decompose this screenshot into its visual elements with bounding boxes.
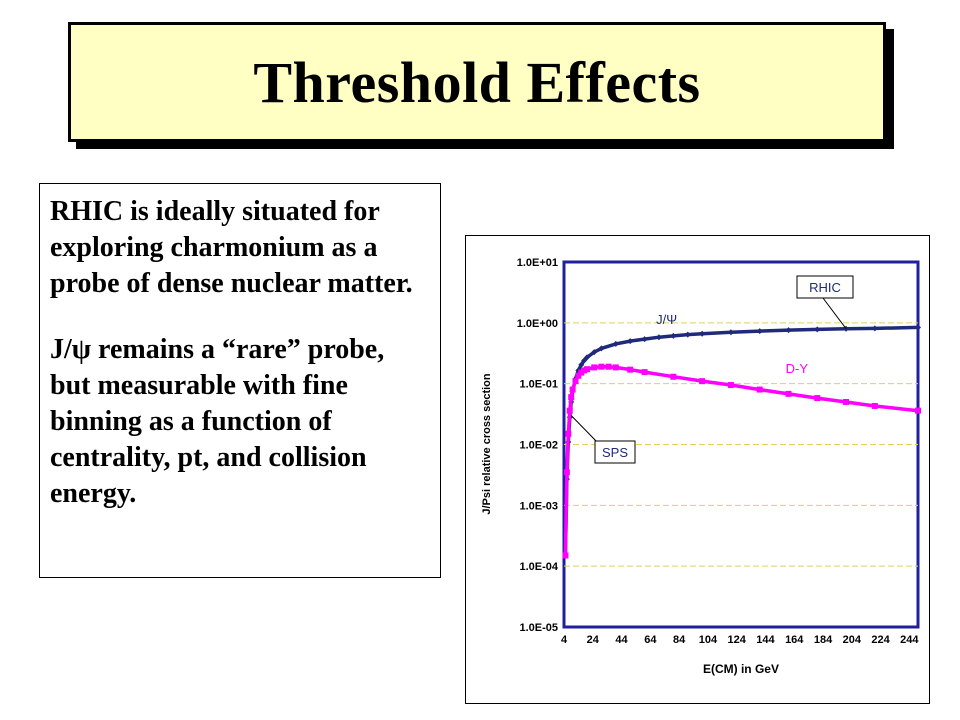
data-point-dy [572, 378, 579, 385]
data-point-dy [699, 378, 706, 385]
x-tick-label: 4 [561, 634, 568, 646]
data-point-dy [915, 407, 921, 414]
data-point-dy [627, 366, 634, 373]
y-tick-labels: 1.0E+01 1.0E+00 1.0E-01 1.0E-02 1.0E-03 1.0E-… [517, 257, 559, 634]
x-tick-label: 64 [644, 634, 657, 646]
data-point-dy [814, 395, 821, 402]
x-axis-label: E(CM) in GeV [703, 662, 779, 676]
data-point-dy [641, 369, 648, 376]
x-tick-label: 24 [587, 634, 600, 646]
x-tick-label: 184 [814, 634, 833, 646]
data-point-dy [598, 363, 605, 370]
callout-label: RHIC [809, 280, 841, 295]
x-tick-label: 164 [785, 634, 804, 646]
series-dy: D-Y [562, 361, 921, 559]
data-point-dy [843, 398, 850, 405]
callout-sps: SPS [570, 415, 636, 464]
data-point-jpsi [591, 349, 598, 356]
series-label-dy: D-Y [786, 361, 809, 376]
y-tick-label: 1.0E+01 [517, 257, 558, 269]
x-tick-label: 144 [756, 634, 775, 646]
data-point-jpsi [655, 334, 662, 341]
x-tick-label: 124 [728, 634, 747, 646]
data-point-dy [575, 372, 582, 379]
series-group: J/Ψ D-Y [562, 312, 921, 559]
data-point-jpsi [871, 325, 878, 332]
data-point-jpsi [727, 329, 734, 336]
y-tick-label: 1.0E+00 [517, 318, 558, 330]
y-tick-label: 1.0E-05 [519, 622, 558, 634]
y-tick-label: 1.0E-03 [519, 500, 558, 512]
paragraph-jpsi: J/ψ remains a “rare” probe, but measurab… [50, 334, 385, 509]
data-point-dy [785, 390, 792, 397]
data-point-dy [670, 373, 677, 380]
data-point-dy [871, 402, 878, 409]
x-tick-label: 104 [699, 634, 718, 646]
data-point-jpsi [581, 357, 588, 364]
chart-frame: 1.0E+01 1.0E+00 1.0E-01 1.0E-02 1.0E-03 1.0E-… [465, 235, 930, 704]
y-tick-label: 1.0E-01 [519, 379, 558, 391]
series-label-jpsi: J/Ψ [656, 312, 677, 327]
data-point-dy [591, 364, 598, 371]
data-point-jpsi [612, 340, 619, 347]
data-point-jpsi [785, 327, 792, 334]
x-tick-labels: 4 24 44 64 84 104 124 144 164 184 204 224 244 [561, 634, 919, 646]
annotations: RHIC SPS [570, 275, 854, 464]
data-point-dy [563, 469, 570, 476]
paragraph-rhic: RHIC is ideally situated for exploring c… [50, 196, 413, 299]
x-tick-label: 224 [871, 634, 890, 646]
callout-pointer [570, 415, 600, 445]
title-box: Threshold Effects [68, 22, 886, 142]
data-point-jpsi [578, 361, 585, 368]
data-point-jpsi [756, 328, 763, 335]
callout-rhic: RHIC [796, 275, 854, 330]
callout-box [594, 440, 636, 464]
data-point-dy [605, 363, 612, 370]
x-tick-label: 204 [843, 634, 862, 646]
callout-box [796, 275, 854, 299]
data-point-dy [562, 552, 569, 559]
data-point-dy [566, 407, 573, 414]
data-point-jpsi [584, 354, 591, 361]
callout-label: SPS [602, 445, 628, 460]
data-point-jpsi [814, 326, 821, 333]
x-tick-label: 244 [900, 634, 919, 646]
y-tick-label: 1.0E-04 [519, 561, 558, 573]
x-tick-label: 84 [673, 634, 686, 646]
data-point-jpsi [684, 331, 691, 338]
data-point-dy [756, 386, 763, 393]
data-point-dy [727, 382, 734, 389]
data-point-dy [612, 364, 619, 371]
x-tick-label: 44 [615, 634, 628, 646]
data-point-dy [569, 386, 576, 393]
slide-title: Threshold Effects [253, 49, 701, 115]
cross-section-chart: 1.0E+01 1.0E+00 1.0E-01 1.0E-02 1.0E-03 1.0E-… [481, 257, 921, 676]
data-point-dy [584, 366, 591, 373]
data-point-dy [568, 394, 575, 401]
data-point-jpsi [598, 345, 605, 352]
data-point-jpsi [915, 324, 921, 331]
y-tick-label: 1.0E-02 [519, 440, 558, 452]
callout-pointer [822, 297, 847, 330]
y-axis-label: J/Psi relative cross section [481, 373, 493, 515]
data-point-jpsi [699, 330, 706, 337]
data-point-jpsi [627, 338, 634, 345]
data-point-dy [565, 430, 572, 437]
text-box: RHIC is ideally situated for exploring c… [39, 183, 441, 578]
data-point-jpsi [641, 336, 648, 343]
data-point-jpsi [670, 332, 677, 339]
